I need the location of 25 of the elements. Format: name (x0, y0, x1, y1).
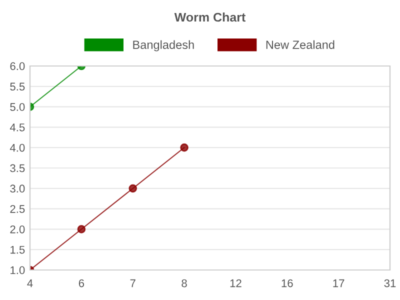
y-tick-label: 3.0 (10, 184, 25, 193)
x-tick-label: 16 (282, 279, 293, 288)
x-tick-label: 12 (230, 279, 242, 288)
point (128, 184, 138, 193)
y-tick-label: 6.0 (10, 62, 25, 70)
x-tick-label: 17 (333, 279, 344, 288)
y-tick-label: 2.0 (10, 225, 25, 234)
x-tick-label: 7 (130, 279, 136, 288)
chart-title: Worm Chart (174, 12, 246, 22)
y-tick-label: 5.5 (10, 82, 25, 91)
x-tick-label: 4 (27, 279, 33, 288)
legend-label: Bangladesh (133, 40, 194, 52)
point (77, 225, 86, 234)
y-tick-label: 5.0 (10, 103, 25, 111)
x-tick-label: 8 (182, 279, 187, 288)
y-tick-label: 1.5 (10, 246, 25, 254)
y-tick-label: 2.5 (10, 205, 25, 213)
legend-label: New Zealand (266, 40, 334, 49)
x-tick-label: 6 (78, 279, 84, 288)
y-tick-label: 3.5 (10, 164, 25, 172)
x-tick-label: 31 (384, 279, 396, 288)
y-tick-label: 1.0 (10, 266, 25, 274)
y-tick-label: 4.5 (10, 124, 25, 132)
y-tick-label: 4.0 (10, 144, 25, 152)
point (180, 143, 188, 152)
